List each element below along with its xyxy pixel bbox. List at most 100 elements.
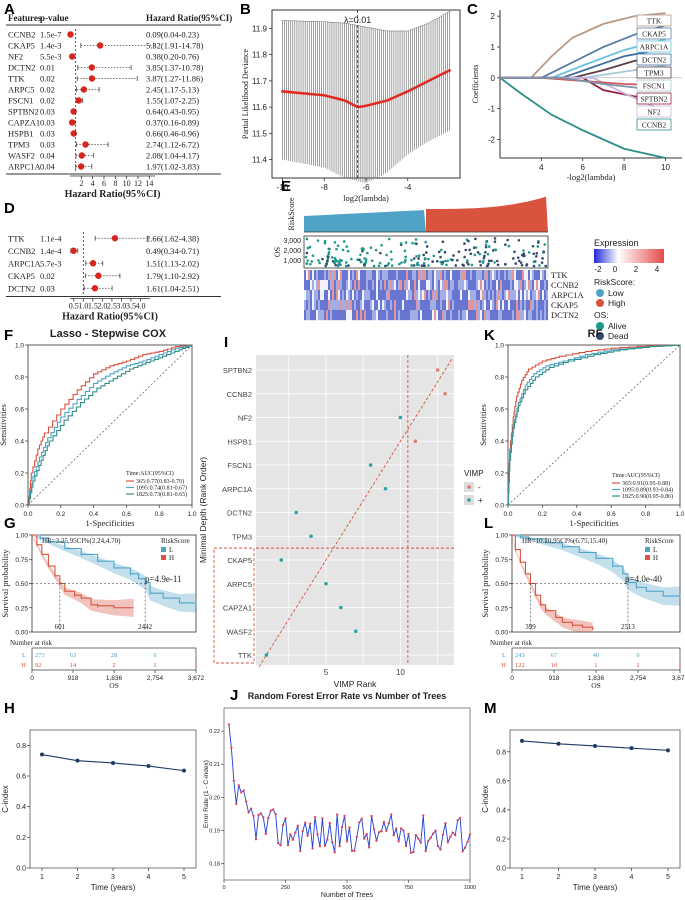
heatmap-cell [498,280,500,291]
heatmap-cell [446,290,448,301]
heatmap-cell [322,290,324,301]
heatmap-cell [356,270,358,281]
coef-label-fscn1: FSCN1 [643,82,666,91]
heatmap-cell [384,280,386,291]
heatmap-cell [408,310,410,321]
y-tick-label: 0 [491,74,496,83]
error-rate-point [414,833,418,837]
os-point [410,258,413,262]
os-point [326,255,330,259]
roc-diagonal [507,344,681,506]
error-rate-point [242,789,245,792]
deviance-point [299,91,303,95]
heatmap-cell [516,270,518,281]
heatmap-cell [538,300,540,311]
heatmap-cell [346,300,348,311]
os-point [310,260,314,263]
heatmap-cell [498,290,500,301]
risk-cell: 1 [678,652,681,659]
feature-label-ccnb2: CCNB2 [227,390,252,399]
heatmap-cell [324,270,326,281]
risk-cell: 1 [194,652,197,659]
hr-point [70,130,77,137]
os-point [432,254,436,258]
os-point [380,243,383,247]
heatmap-cell [378,270,380,281]
y-tick-label: 11.6 [252,103,268,112]
x-tick-label: 14 [145,179,153,188]
error-rate-point [272,808,275,811]
heatmap-cell [432,300,434,311]
x-tick-label: 12 [134,179,142,188]
heatmap-cell [410,270,412,281]
os-point [523,254,526,258]
panel-label-j: J [230,687,238,704]
x-tick-label: 2 [79,179,83,188]
diagonal-line [258,357,453,668]
heatmap-cell [312,290,314,301]
heatmap-cell [452,300,454,311]
deviance-point [305,92,309,96]
heatmap-cell [450,270,452,281]
heatmap-gene-dctn2: DCTN2 [551,310,578,320]
heatmap-cell [488,280,490,291]
os-point [486,252,490,256]
heatmap-cell [390,290,392,301]
heatmap-cell [358,280,360,291]
heatmap-cell [314,310,316,321]
hr-point [70,247,77,254]
os-point [443,250,447,254]
y-tick-label: 0.75 [15,557,28,564]
error-rate-point [419,841,422,844]
deviance-point [435,75,439,78]
coef-label-box [636,53,672,66]
y-axis-title: Survival probability [0,549,10,618]
heatmap-cell [466,310,468,321]
y-tick-label: 0.25 [495,605,508,612]
heatmap-cell [420,310,422,321]
panel-label-l: L [484,515,493,532]
os-point [386,263,389,267]
heatmap-cell [486,310,488,321]
vimp-point [339,605,343,610]
os-point [359,253,362,257]
heatmap-cell [468,310,470,321]
row-hr-label: 2.45(1.17-5.13) [146,85,199,95]
error-rate-point [451,831,454,834]
x-tick-label: -6 [362,183,370,192]
heatmap-cell [526,270,528,281]
roc-legend-label: 1825:0.73(0.81-0.65) [136,491,187,498]
y-tick-label: 0.4 [496,807,506,814]
heatmap-cell [502,310,504,321]
heatmap-cell [340,270,342,281]
hr-point [88,64,96,71]
heatmap-cell [470,280,472,291]
os-point [542,250,546,253]
heatmap-cell [370,290,372,301]
os-point [431,260,434,263]
deviance-point [441,72,445,75]
heatmap-cell [326,300,328,311]
heatmap-cell [376,290,378,301]
heatmap-cell [500,280,502,291]
os-point [535,252,539,255]
heatmap-cell [438,300,440,311]
legend-risk-dot [596,289,604,297]
heatmap-cell [372,300,374,311]
heatmap-cell [538,280,540,291]
y-tick-label: 1.00 [15,533,28,540]
y-tick-label: 0.00 [15,630,28,637]
heatmap-cell [492,310,494,321]
panel-f-roc: Lasso - Stepwise COX 0.0 0.2 0.4 0.6 0.8 1.0 0.… [0,328,197,528]
km-band-high [512,535,593,632]
heatmap-cell [496,290,498,301]
os-point [399,242,403,245]
vimp-point [413,439,418,444]
heatmap-cell [480,290,482,301]
error-rate-point [240,791,243,794]
heatmap-cell [384,270,386,281]
heatmap-cell [328,310,330,321]
heatmap-cell [542,290,544,301]
os-point [470,263,474,267]
error-rate-point [254,838,258,841]
